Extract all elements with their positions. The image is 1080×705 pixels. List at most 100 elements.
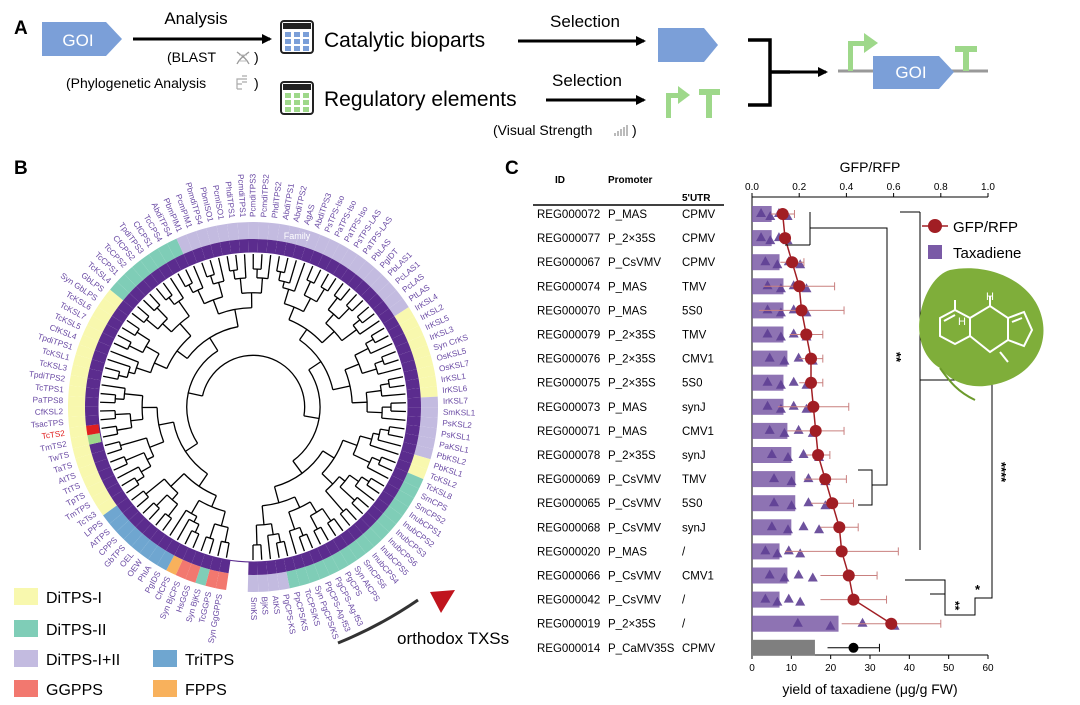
- tree-branch: [260, 278, 264, 294]
- replicate-triangle: [798, 521, 809, 531]
- table-cell-id: REG000068: [537, 522, 600, 534]
- ring-cell: [157, 534, 173, 551]
- tree-branch: [149, 293, 161, 306]
- tree-branch: [121, 477, 135, 487]
- tree-branch: [154, 362, 168, 370]
- tree-branch: [171, 492, 179, 501]
- tree-leaf-label: CfKSL2: [35, 407, 64, 417]
- tree-branch: [169, 509, 187, 536]
- tree-branch-arc: [203, 296, 223, 305]
- replicate-triangle: [782, 452, 793, 461]
- family-cell: [196, 227, 211, 248]
- ring-cell: [387, 475, 404, 490]
- table-cell-id: REG000014: [537, 643, 601, 655]
- replicate-triangle: [764, 569, 775, 579]
- tree-branch-arc: [192, 287, 204, 294]
- family-cell: [376, 282, 397, 301]
- family-cell: [399, 481, 419, 499]
- table-cell-utr: synJ: [682, 522, 706, 534]
- replicate-triangle: [764, 424, 775, 434]
- replicate-triangle: [798, 449, 809, 458]
- replicate-triangle: [801, 283, 812, 293]
- panel-c-label: C: [505, 158, 519, 179]
- replicate-triangle: [762, 304, 773, 314]
- family-cell: [331, 243, 349, 264]
- tree-branch: [298, 536, 306, 552]
- tree-branch: [381, 393, 406, 397]
- tree-leaf-label: PaTPS8: [32, 395, 63, 405]
- ring-cell: [238, 239, 249, 253]
- ring-cell: [183, 250, 198, 266]
- table-cell-id: REG000079: [537, 330, 600, 342]
- replicate-triangle: [766, 449, 777, 458]
- structure-h-1: H: [986, 291, 994, 303]
- orthodox-arc: [337, 598, 419, 645]
- ring-cell: [166, 258, 181, 275]
- table-cell-promoter: P_2×35S: [608, 354, 656, 366]
- tree-branch: [354, 347, 369, 356]
- ring-cell: [361, 286, 377, 303]
- tree-leaf-label: PsKSL2: [442, 419, 473, 431]
- family-cell: [75, 453, 95, 469]
- tree-branch: [288, 306, 295, 320]
- table-cell-id: REG000065: [537, 498, 600, 510]
- visual-strength-close: ): [632, 122, 637, 138]
- family-cell: [148, 248, 167, 269]
- ring-cell: [284, 242, 296, 258]
- tree-branch: [126, 484, 140, 494]
- family-cell: [91, 489, 112, 507]
- tree-branch: [327, 522, 337, 537]
- ring-cell: [158, 262, 174, 279]
- family-cell: [70, 364, 90, 378]
- tree-branch-arc: [117, 371, 121, 380]
- family-cell: [247, 574, 259, 592]
- replicate-triangle: [775, 283, 786, 293]
- gfp-point: [812, 449, 825, 461]
- family-cell: [68, 406, 86, 418]
- tree-branch: [327, 278, 337, 292]
- tree-branch-arc: [327, 518, 335, 524]
- table-cell-id: REG000019: [537, 619, 600, 631]
- tree-branch: [162, 323, 172, 333]
- table-cell-utr: CPMV: [682, 643, 716, 655]
- tree-branch: [320, 526, 329, 541]
- tree-branch-arc: [164, 513, 172, 519]
- replicate-triangle: [793, 569, 804, 579]
- tree-branch: [316, 288, 325, 303]
- ring-cell: [142, 523, 158, 540]
- tree-branch-arc: [118, 441, 123, 450]
- ring-cell: [401, 442, 417, 455]
- ring-cell: [116, 497, 133, 513]
- tree-branch: [333, 518, 344, 532]
- tree-branch: [278, 271, 282, 281]
- table-cell-promoter: P_CsVMV: [608, 474, 661, 486]
- replicate-triangle: [783, 545, 794, 555]
- legend-label-ditps-ii: DiTPS-II: [46, 622, 106, 639]
- gfp-point: [805, 376, 817, 389]
- table-cell-utr: CPMV: [682, 257, 716, 269]
- table-cell-id: REG000042: [537, 595, 600, 607]
- tree-leaf-label: PcmdiTPS3: [248, 173, 257, 217]
- tree-branch: [309, 501, 318, 513]
- tree-branch: [283, 257, 289, 273]
- tree-branch: [188, 392, 203, 397]
- tree-branch: [321, 508, 332, 522]
- replicate-triangle: [803, 497, 814, 507]
- ring-cell: [399, 350, 415, 364]
- tree-branch: [128, 371, 135, 375]
- tree-branch: [190, 500, 200, 514]
- tree-branch-arc: [387, 379, 391, 388]
- family-cell: [383, 290, 403, 309]
- tree-branch: [149, 441, 164, 448]
- top-tick-label: 0.0: [745, 182, 759, 193]
- tree-branch-arc: [369, 433, 374, 446]
- tree-branch: [388, 433, 404, 439]
- family-cell: [157, 243, 175, 263]
- tree-branch: [389, 426, 405, 430]
- ring-cell: [347, 274, 364, 290]
- replicate-triangle: [786, 476, 797, 486]
- family-cell: [403, 472, 424, 489]
- family-cell: [103, 289, 124, 308]
- gfp-point: [809, 424, 822, 437]
